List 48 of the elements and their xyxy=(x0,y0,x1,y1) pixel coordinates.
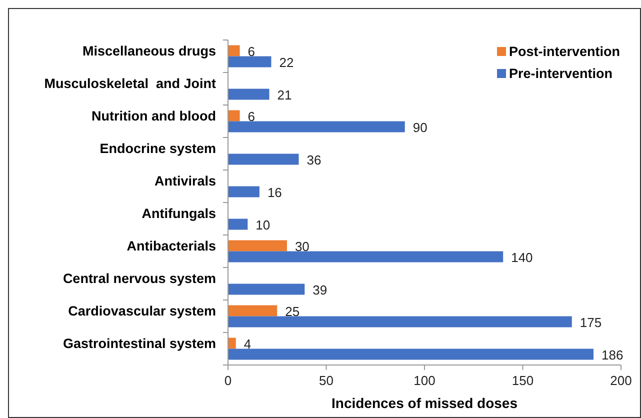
bar xyxy=(228,45,240,56)
bar xyxy=(228,240,287,252)
bar xyxy=(228,56,272,68)
y-tick-label: Central nervous system xyxy=(62,270,216,286)
bar xyxy=(228,338,236,349)
y-tick-label: Miscellaneous drugs xyxy=(82,43,216,58)
data-label: 4 xyxy=(244,336,252,352)
y-tick-label: Gastrointestinal system xyxy=(62,336,216,351)
data-label: 16 xyxy=(267,184,282,200)
legend-label: Post-intervention xyxy=(509,44,620,59)
data-label: 6 xyxy=(248,108,256,124)
bar xyxy=(228,316,572,328)
data-label: 6 xyxy=(248,44,256,59)
data-label: 25 xyxy=(285,304,300,319)
data-label: 10 xyxy=(256,217,270,232)
data-label: 186 xyxy=(601,347,624,362)
bar xyxy=(228,251,504,262)
data-label: 21 xyxy=(277,87,292,102)
y-tick-label: Musculoskeletal and Joint xyxy=(44,76,216,91)
bar xyxy=(228,305,278,316)
data-label: 175 xyxy=(580,314,602,330)
bar xyxy=(228,348,594,360)
data-label: 36 xyxy=(306,152,322,168)
y-tick-label: Antibacterials xyxy=(126,238,216,254)
bar xyxy=(228,154,299,165)
legend-label: Pre-intervention xyxy=(509,66,613,81)
x-tick-label: 100 xyxy=(414,373,436,388)
y-tick-label: Endocrine system xyxy=(100,140,216,156)
x-tick-label: 50 xyxy=(319,373,334,388)
bar xyxy=(228,121,405,132)
bar xyxy=(228,218,248,230)
x-tick-label: 200 xyxy=(610,373,632,388)
bar xyxy=(228,110,240,122)
x-tick-label: 0 xyxy=(224,373,232,388)
data-label: 22 xyxy=(279,54,294,70)
data-label: 140 xyxy=(511,250,533,265)
y-tick-label: Nutrition and blood xyxy=(92,108,216,124)
bar xyxy=(228,186,260,198)
bar xyxy=(228,88,270,100)
y-tick-label: Cardiovascular system xyxy=(68,303,216,318)
y-tick-label: Antivirals xyxy=(154,173,216,188)
x-tick-label: 150 xyxy=(512,373,534,388)
y-tick-label: Antifungals xyxy=(142,206,216,221)
bar xyxy=(228,284,305,295)
data-label: 30 xyxy=(294,238,310,254)
data-label: 39 xyxy=(312,282,328,298)
x-axis-title: Incidences of missed doses xyxy=(332,395,518,411)
data-label: 90 xyxy=(412,120,428,135)
